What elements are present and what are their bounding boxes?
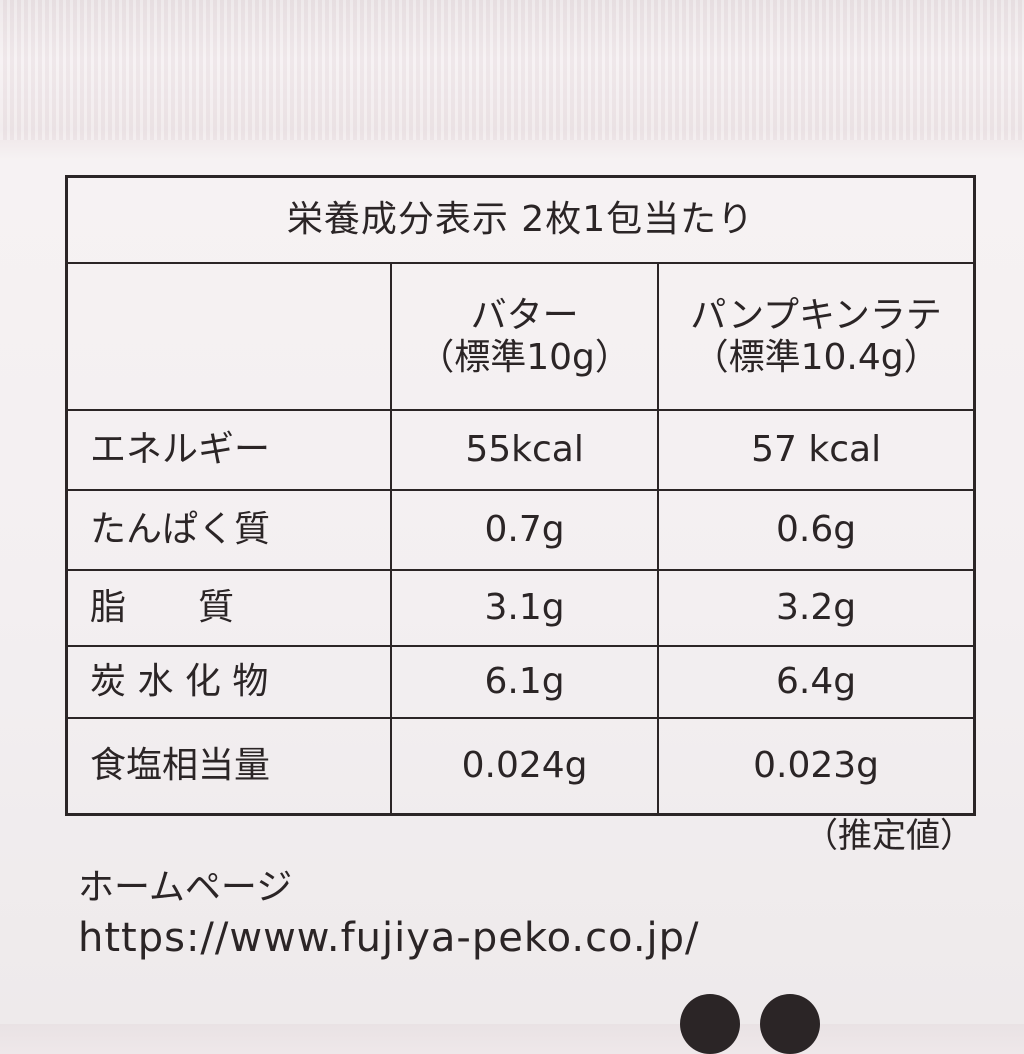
homepage-url: https://www.fujiya-peko.co.jp/ <box>78 915 700 961</box>
cell: 57 kcal <box>657 409 976 491</box>
cell: 6.4g <box>657 645 976 719</box>
column-name: パンプキンラテ <box>690 295 942 337</box>
column-header-butter: バター （標準10g） <box>389 262 660 411</box>
decorative-shape <box>760 994 820 1054</box>
plastic-wrap-seal <box>0 0 1024 140</box>
cell: 55kcal <box>389 409 660 491</box>
estimated-value-note: （推定値） <box>804 816 974 856</box>
homepage-label: ホームページ <box>78 867 293 908</box>
cell: 0.024g <box>389 717 660 816</box>
column-standard: （標準10g） <box>418 336 631 378</box>
row-label: 食塩相当量 <box>65 717 392 816</box>
header-empty <box>65 262 392 411</box>
cell: 3.2g <box>657 569 976 647</box>
column-standard: （標準10.4g） <box>692 336 940 378</box>
table-row: 脂 質 3.1g 3.2g <box>65 569 976 647</box>
table-row: たんぱく質 0.7g 0.6g <box>65 489 976 571</box>
column-name: バター <box>470 295 579 337</box>
cell: 0.6g <box>657 489 976 571</box>
row-label: たんぱく質 <box>65 489 392 571</box>
table-row: エネルギー 55kcal 57 kcal <box>65 409 976 491</box>
decorative-shape <box>680 994 740 1054</box>
cell: 6.1g <box>389 645 660 719</box>
cell: 0.023g <box>657 717 976 816</box>
row-label: 脂 質 <box>65 569 392 647</box>
table-header-row: バター （標準10g） パンプキンラテ （標準10.4g） <box>65 262 976 411</box>
table-row: 炭 水 化 物 6.1g 6.4g <box>65 645 976 719</box>
cell: 3.1g <box>389 569 660 647</box>
row-label: 炭 水 化 物 <box>65 645 392 719</box>
cell: 0.7g <box>389 489 660 571</box>
column-header-pumpkin-latte: パンプキンラテ （標準10.4g） <box>657 262 976 411</box>
table-title: 栄養成分表示 2枚1包当たり <box>65 175 976 264</box>
row-label: エネルギー <box>65 409 392 491</box>
table-row: 食塩相当量 0.024g 0.023g <box>65 717 976 816</box>
nutrition-table: 栄養成分表示 2枚1包当たり バター （標準10g） パンプキンラテ （標準10.4… <box>65 175 976 816</box>
